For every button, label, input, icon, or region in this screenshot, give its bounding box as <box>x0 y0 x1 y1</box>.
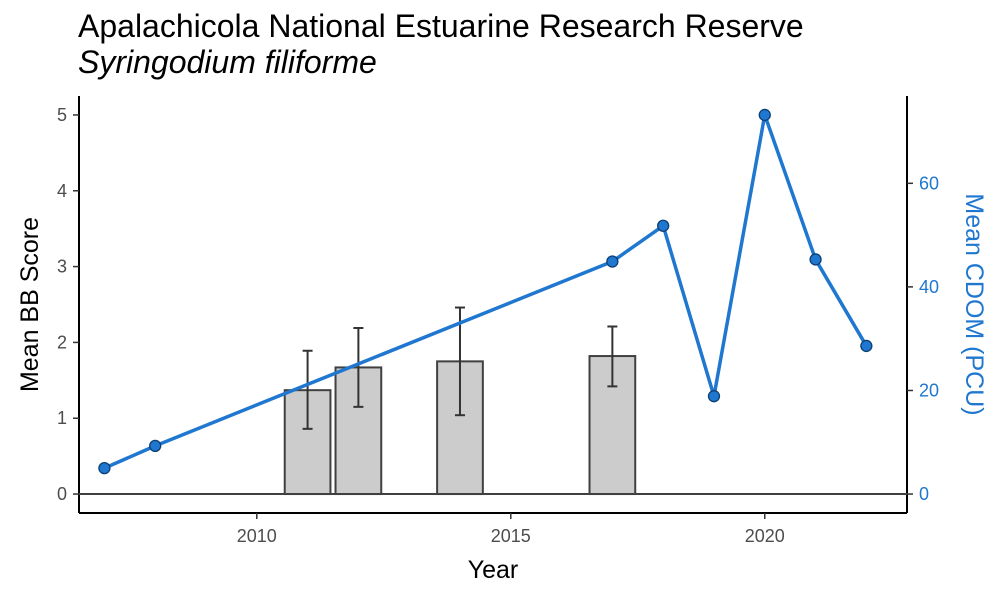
cdom-point-2021 <box>809 253 822 266</box>
y-left-tick-label-2: 2 <box>57 332 67 352</box>
cdom-point-2020 <box>758 108 771 122</box>
cdom-point-2017 <box>606 255 619 268</box>
chart-subtitle: Syringodium filiforme <box>78 44 377 80</box>
y-right-tick-label-40: 40 <box>919 277 939 297</box>
y-left-tick-label-5: 5 <box>57 105 67 125</box>
x-tick-label-2010: 2010 <box>237 526 277 546</box>
y-right-tick-label-0: 0 <box>919 484 929 504</box>
x-axis-title: Year <box>468 556 519 584</box>
y-axis-right-title: Mean CDOM (PCU) <box>960 193 988 415</box>
cdom-point-2018 <box>657 219 670 232</box>
y-right-tick-label-20: 20 <box>919 380 939 400</box>
y-axis-left-title: Mean BB Score <box>16 217 44 392</box>
cdom-point-2022 <box>860 339 873 353</box>
cdom-point-2008 <box>149 439 162 453</box>
y-left-tick-label-1: 1 <box>57 408 67 428</box>
cdom-line <box>103 113 868 470</box>
y-left-tick-label-0: 0 <box>57 484 67 504</box>
x-tick-label-2015: 2015 <box>491 526 531 546</box>
cdom-point-2007 <box>98 462 111 475</box>
x-tick-label-2020: 2020 <box>745 526 785 546</box>
y-right-tick-label-60: 60 <box>919 173 939 193</box>
y-left-tick-label-3: 3 <box>57 257 67 277</box>
y-left-tick-label-4: 4 <box>57 181 67 201</box>
cdom-point-2019 <box>707 390 721 403</box>
chart-title: Apalachicola National Estuarine Research… <box>78 8 804 44</box>
